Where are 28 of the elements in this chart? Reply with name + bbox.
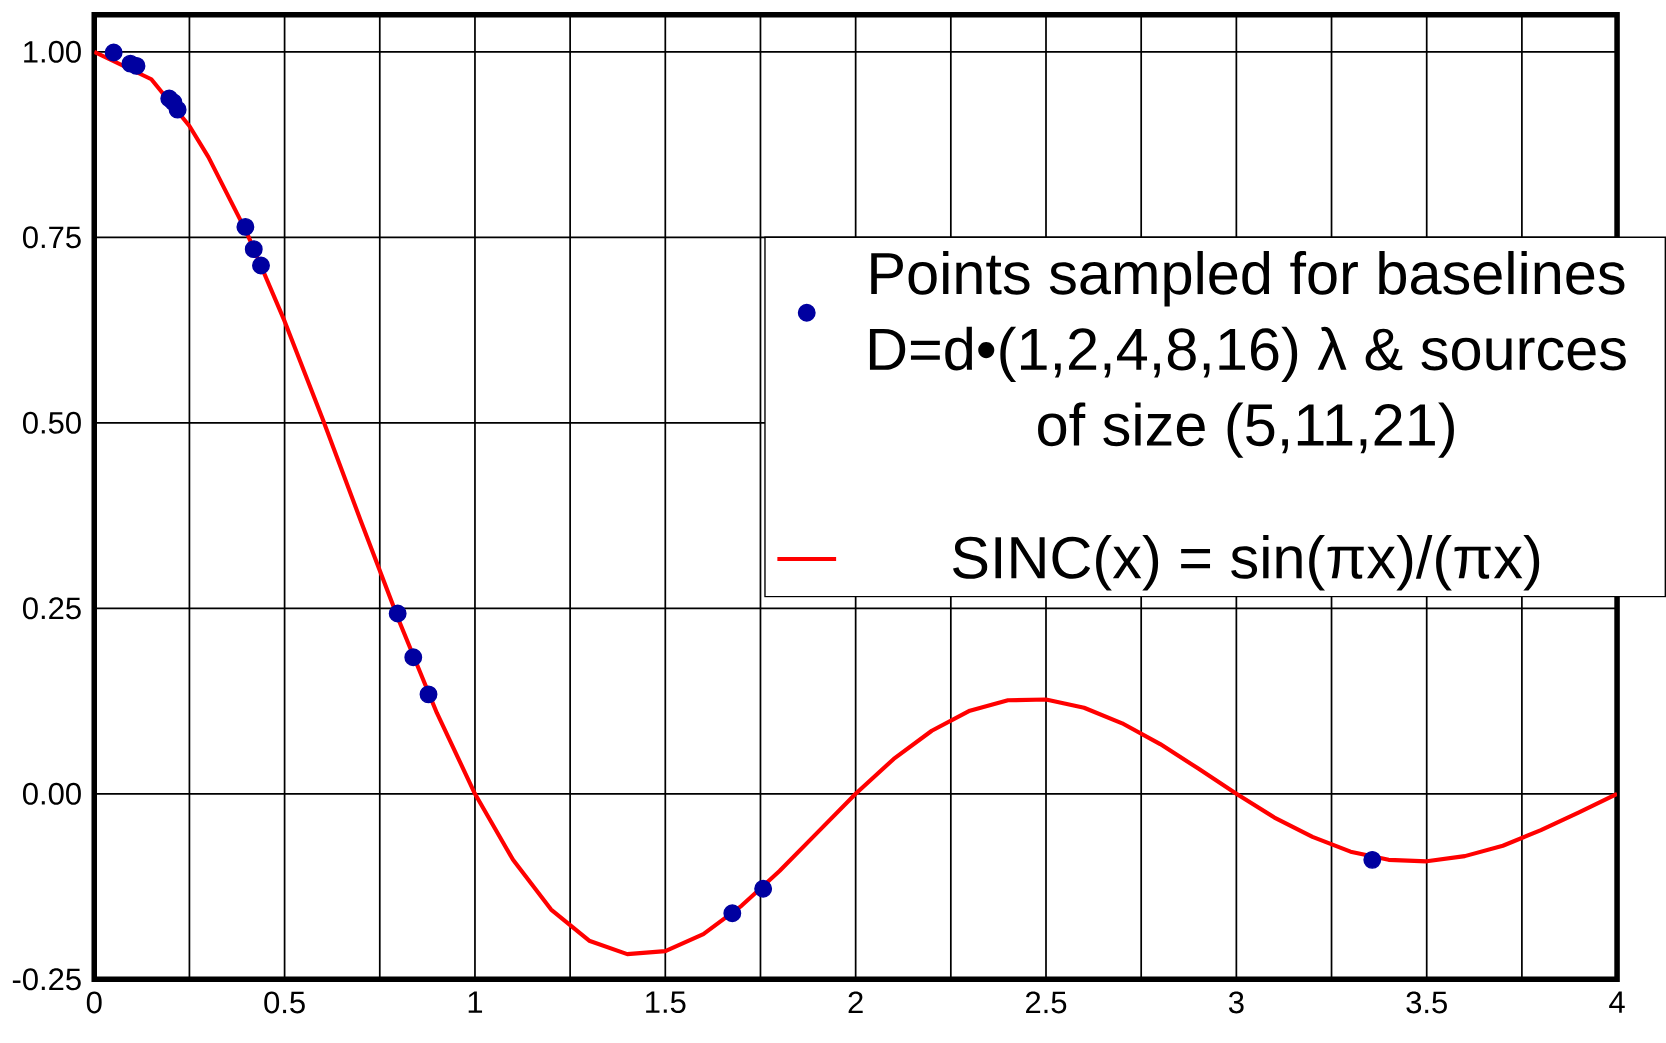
point [168,100,187,119]
legend-label: Points sampled for baselines D=d•(1,2,4,8,16) λ & sources of size (5,11,21) [869,250,1626,458]
point [236,217,255,236]
x-tick-label: 4 [1609,991,1625,1013]
x-tick-label: 1 [468,991,483,1013]
y-tick-label: 0.75 [22,226,81,249]
x-tick-label: 2 [848,991,863,1014]
y-tick-label: 0.00 [22,782,81,805]
point [419,685,438,704]
point [104,43,123,62]
point [388,604,407,623]
x-tick-label: 3 [1228,991,1244,1014]
point [1363,850,1382,869]
x-tick-label: 1.5 [646,991,686,1014]
legend-label: SINC(x) = sin(πx)/(πx) [953,535,1540,591]
point [754,879,773,898]
x-tick-label: 3.5 [1406,991,1447,1014]
point [404,648,423,667]
point [244,240,263,259]
point [723,904,742,923]
point [252,256,270,275]
x-tick-label: 0 [86,991,102,1014]
y-tick-label: -0.25 [12,968,81,991]
x-tick-label: 2.5 [1026,991,1067,1014]
x-tick-label: 0.5 [264,991,305,1014]
y-tick-label: 0.25 [22,597,81,620]
y-tick-label: 1.00 [24,40,81,63]
y-tick-label: 0.50 [22,411,81,434]
